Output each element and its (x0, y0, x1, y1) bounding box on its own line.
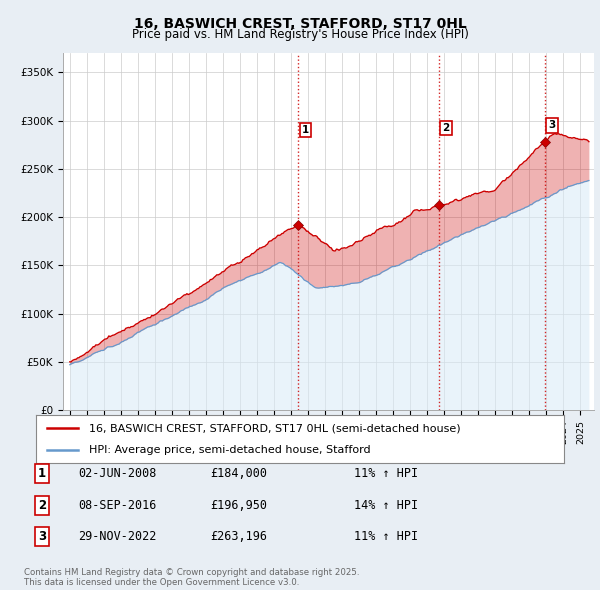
Text: 02-JUN-2008: 02-JUN-2008 (78, 467, 157, 480)
Text: 08-SEP-2016: 08-SEP-2016 (78, 499, 157, 512)
Text: HPI: Average price, semi-detached house, Stafford: HPI: Average price, semi-detached house,… (89, 445, 370, 455)
Text: 11% ↑ HPI: 11% ↑ HPI (354, 467, 418, 480)
Text: 2: 2 (442, 123, 449, 133)
Text: 2: 2 (38, 499, 46, 512)
Text: 11% ↑ HPI: 11% ↑ HPI (354, 530, 418, 543)
Text: 1: 1 (38, 467, 46, 480)
Text: 29-NOV-2022: 29-NOV-2022 (78, 530, 157, 543)
Text: 14% ↑ HPI: 14% ↑ HPI (354, 499, 418, 512)
Text: £263,196: £263,196 (210, 530, 267, 543)
Text: Contains HM Land Registry data © Crown copyright and database right 2025.
This d: Contains HM Land Registry data © Crown c… (24, 568, 359, 587)
Text: 3: 3 (548, 120, 556, 130)
Text: 1: 1 (302, 125, 309, 135)
Text: 16, BASWICH CREST, STAFFORD, ST17 0HL (semi-detached house): 16, BASWICH CREST, STAFFORD, ST17 0HL (s… (89, 423, 460, 433)
Text: £184,000: £184,000 (210, 467, 267, 480)
Text: £196,950: £196,950 (210, 499, 267, 512)
Text: Price paid vs. HM Land Registry's House Price Index (HPI): Price paid vs. HM Land Registry's House … (131, 28, 469, 41)
Text: 16, BASWICH CREST, STAFFORD, ST17 0HL: 16, BASWICH CREST, STAFFORD, ST17 0HL (134, 17, 466, 31)
Text: 3: 3 (38, 530, 46, 543)
